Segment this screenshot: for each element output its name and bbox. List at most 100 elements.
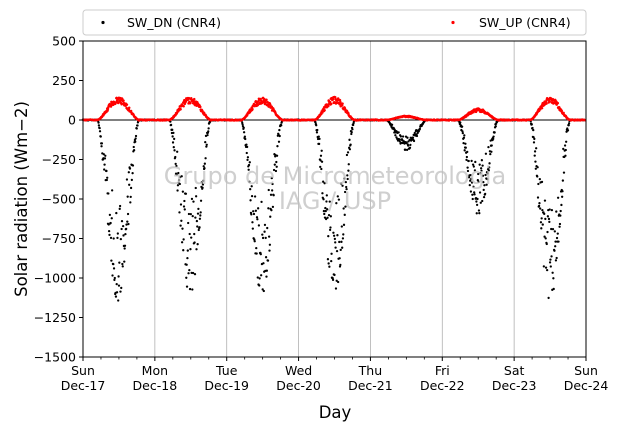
point-sw-dn <box>538 177 541 181</box>
point-sw-dn <box>245 151 248 155</box>
point-sw-dn <box>179 203 183 206</box>
point-sw-dn <box>315 131 319 134</box>
point-sw-dn <box>563 144 567 147</box>
point-sw-dn <box>190 236 193 239</box>
point-sw-dn <box>132 148 136 152</box>
point-sw-dn <box>464 142 467 145</box>
point-sw-dn <box>260 200 263 204</box>
point-sw-dn <box>333 273 336 277</box>
point-sw-dn <box>191 214 194 218</box>
point-sw-dn <box>123 260 126 263</box>
point-sw-dn <box>550 255 553 258</box>
point-sw-dn <box>191 288 194 291</box>
x-tick-label-date: Dec-22 <box>420 378 465 393</box>
point-sw-dn <box>323 212 326 216</box>
point-sw-dn <box>178 182 181 186</box>
point-sw-up <box>137 118 141 122</box>
point-sw-dn <box>182 205 186 208</box>
point-sw-dn <box>547 296 550 300</box>
point-sw-dn <box>320 160 324 163</box>
point-sw-dn <box>171 135 174 138</box>
point-sw-dn <box>192 200 195 203</box>
x-tick-label-date: Dec-24 <box>564 378 609 393</box>
point-sw-dn <box>471 193 474 196</box>
point-sw-dn <box>346 174 349 177</box>
point-sw-up <box>122 99 125 102</box>
point-sw-dn <box>345 185 348 189</box>
point-sw-dn <box>272 194 275 197</box>
point-sw-dn <box>98 126 101 130</box>
point-sw-dn <box>129 195 132 198</box>
point-sw-dn <box>539 207 542 210</box>
point-sw-dn <box>337 198 341 201</box>
point-sw-dn <box>134 140 137 143</box>
point-sw-dn <box>465 158 468 162</box>
point-sw-dn <box>343 190 347 194</box>
point-sw-dn <box>199 211 202 214</box>
point-sw-dn <box>480 159 484 162</box>
point-sw-dn <box>247 163 251 167</box>
point-sw-dn <box>105 178 108 182</box>
point-sw-dn <box>328 228 332 232</box>
point-sw-dn <box>467 176 471 179</box>
point-sw-dn <box>473 193 476 196</box>
point-sw-dn <box>187 272 190 275</box>
point-sw-dn <box>180 241 184 244</box>
data-points <box>81 95 587 302</box>
point-sw-dn <box>472 185 475 188</box>
point-sw-dn <box>250 194 254 198</box>
point-sw-dn <box>129 201 132 204</box>
point-sw-up <box>333 95 337 99</box>
point-sw-dn <box>174 162 177 166</box>
point-sw-dn <box>100 145 103 148</box>
point-sw-dn <box>544 237 547 240</box>
point-sw-dn <box>205 143 208 146</box>
point-sw-dn <box>350 132 353 136</box>
point-sw-dn <box>549 258 552 261</box>
point-sw-dn <box>243 135 247 138</box>
point-sw-dn <box>565 140 568 143</box>
point-sw-dn <box>271 189 274 192</box>
point-sw-dn <box>567 122 571 125</box>
legend-marker-sw-dn <box>101 20 105 25</box>
x-axis-title: Day <box>319 403 352 422</box>
watermark-line-2: IAG / USP <box>279 187 391 215</box>
point-sw-dn <box>275 154 279 157</box>
point-sw-up <box>556 101 560 105</box>
point-sw-dn <box>193 273 197 276</box>
x-axis: SunDec-17MonDec-18TueDec-19WedDec-20ThuD… <box>61 357 609 393</box>
y-tick-label: 0 <box>68 113 76 128</box>
point-sw-dn <box>320 149 323 152</box>
point-sw-dn <box>262 289 265 293</box>
point-sw-dn <box>540 180 544 184</box>
point-sw-dn <box>99 135 102 138</box>
point-sw-dn <box>195 248 198 251</box>
point-sw-dn <box>486 177 489 181</box>
point-sw-dn <box>335 202 338 205</box>
point-sw-dn <box>474 160 477 164</box>
point-sw-dn <box>103 168 106 171</box>
point-sw-dn <box>492 135 495 138</box>
point-sw-dn <box>205 145 208 148</box>
point-sw-dn <box>553 249 556 252</box>
point-sw-dn <box>185 285 189 288</box>
x-tick-label-date: Dec-21 <box>348 378 393 393</box>
point-sw-dn <box>242 126 245 129</box>
point-sw-dn <box>558 222 562 226</box>
point-sw-dn <box>324 209 327 213</box>
point-sw-dn <box>347 169 350 172</box>
point-sw-dn <box>464 146 467 149</box>
point-sw-dn <box>105 169 108 173</box>
point-sw-dn <box>179 224 182 227</box>
point-sw-dn <box>401 135 405 138</box>
point-sw-dn <box>261 236 265 240</box>
point-sw-dn <box>322 198 325 201</box>
point-sw-dn <box>482 180 485 184</box>
point-sw-dn <box>555 236 559 240</box>
point-sw-dn <box>407 144 410 147</box>
point-sw-dn <box>566 129 570 132</box>
point-sw-dn <box>249 188 252 191</box>
point-sw-dn <box>268 243 272 246</box>
point-sw-dn <box>121 225 125 228</box>
point-sw-dn <box>483 184 486 187</box>
